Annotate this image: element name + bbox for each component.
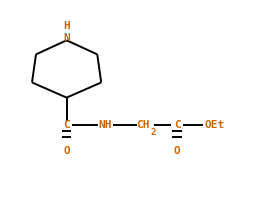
Text: CH: CH <box>136 120 149 130</box>
Text: C: C <box>174 120 180 130</box>
Text: OEt: OEt <box>204 120 225 130</box>
Text: N: N <box>63 33 70 43</box>
Text: O: O <box>63 146 70 155</box>
Text: 2: 2 <box>150 128 156 137</box>
Text: O: O <box>174 146 180 155</box>
Text: NH: NH <box>98 120 112 130</box>
Text: H: H <box>63 21 70 31</box>
Text: C: C <box>63 120 70 130</box>
